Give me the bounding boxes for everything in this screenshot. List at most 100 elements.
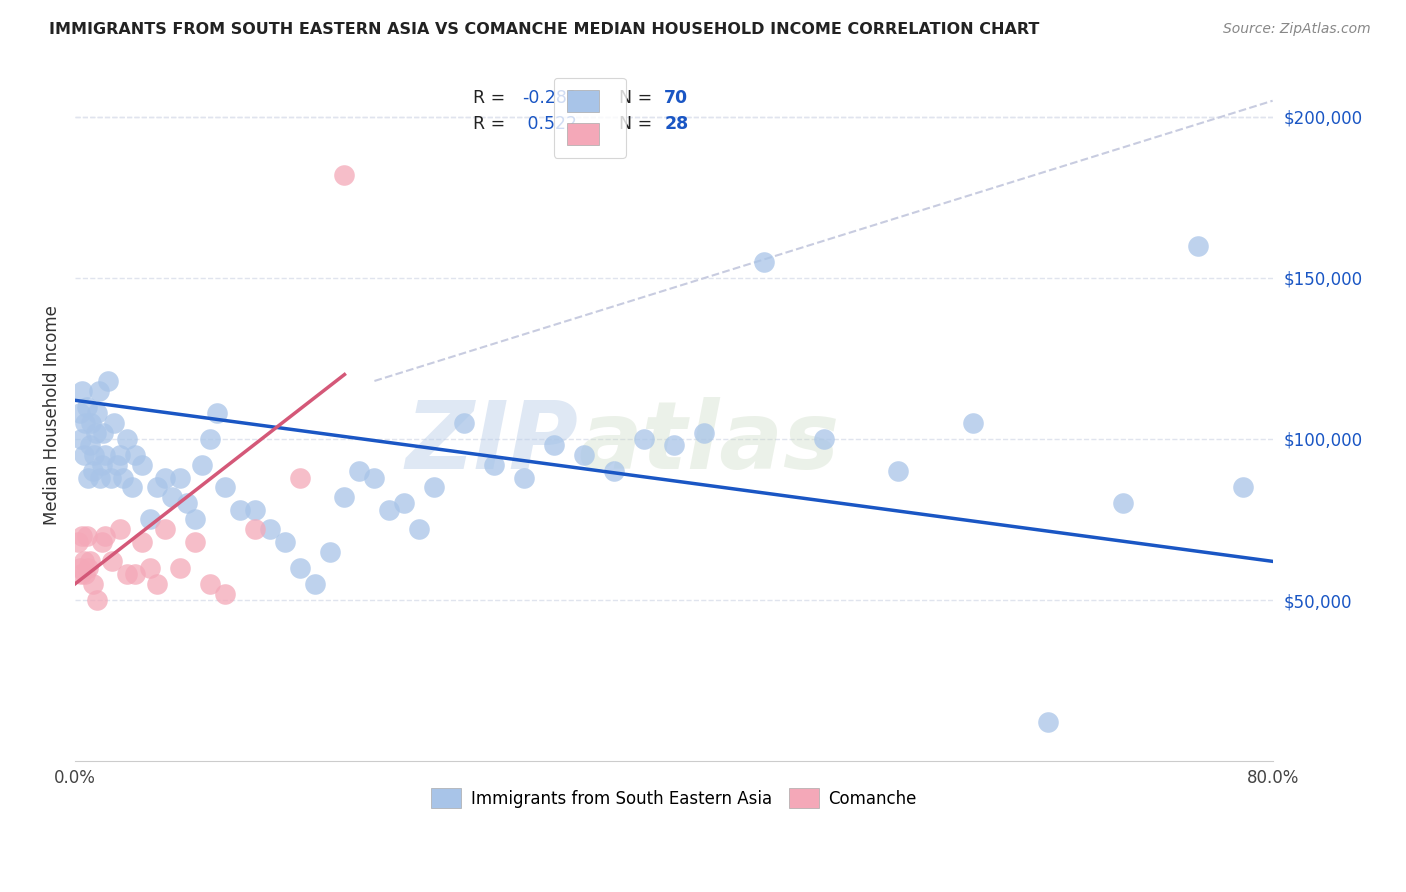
Point [73,448,96,462]
Point [146,577,169,591]
Point [124,567,146,582]
Point [131,458,153,472]
Point [72,528,94,542]
Legend: Immigrants from South Eastern Asia, Comanche: Immigrants from South Eastern Asia, Coma… [425,781,924,815]
Point [79,438,101,452]
Point [962,416,984,430]
Point [146,480,169,494]
Point [191,458,214,472]
Point [86,593,108,607]
Point [288,561,311,575]
Point [304,577,326,591]
Point [394,496,416,510]
Point [77,470,100,484]
Point [75,567,97,582]
Point [153,470,176,484]
Point [121,480,143,494]
Point [70,567,93,582]
Text: Source: ZipAtlas.com: Source: ZipAtlas.com [1223,22,1371,37]
Text: ZIP: ZIP [405,397,578,489]
Point [124,448,146,462]
Point [378,503,401,517]
Text: 0.522: 0.522 [522,115,576,133]
Point [87,384,110,398]
Point [117,567,139,582]
Point [363,470,385,484]
Point [198,432,221,446]
Text: 28: 28 [664,115,689,133]
Point [243,503,266,517]
Point [139,561,162,575]
Point [117,432,139,446]
Point [108,448,131,462]
Point [70,432,93,446]
Point [513,470,536,484]
Point [259,522,281,536]
Point [482,458,505,472]
Point [97,374,120,388]
Point [453,416,475,430]
Point [66,535,89,549]
Point [82,464,104,478]
Point [80,416,103,430]
Point [131,535,153,549]
Point [243,522,266,536]
Point [91,458,114,472]
Point [543,438,565,452]
Point [207,406,229,420]
Text: -0.281: -0.281 [522,88,578,107]
Point [162,490,184,504]
Y-axis label: Median Household Income: Median Household Income [44,305,60,524]
Point [169,561,191,575]
Point [89,470,111,484]
Point [75,416,97,430]
Point [73,554,96,568]
Point [100,470,122,484]
Point [1112,496,1135,510]
Point [86,406,108,420]
Point [662,438,685,452]
Point [101,554,124,568]
Point [169,470,191,484]
Point [184,512,207,526]
Point [83,448,105,462]
Point [103,416,125,430]
Point [139,512,162,526]
Point [349,464,371,478]
Text: N =: N = [607,115,658,133]
Point [94,448,117,462]
Point [572,448,595,462]
Text: atlas: atlas [578,397,839,489]
Point [813,432,835,446]
Point [1036,715,1059,730]
Point [84,425,107,440]
Point [408,522,430,536]
Point [77,561,100,575]
Point [198,577,221,591]
Point [603,464,626,478]
Text: R =: R = [472,115,510,133]
Point [76,528,98,542]
Point [423,480,446,494]
Point [108,522,131,536]
Point [79,554,101,568]
Point [228,503,250,517]
Point [111,470,134,484]
Point [105,458,128,472]
Point [82,577,104,591]
Point [1187,238,1209,252]
Text: 70: 70 [664,88,689,107]
Point [214,480,236,494]
Point [333,168,356,182]
Point [176,496,198,510]
Text: IMMIGRANTS FROM SOUTH EASTERN ASIA VS COMANCHE MEDIAN HOUSEHOLD INCOME CORRELATI: IMMIGRANTS FROM SOUTH EASTERN ASIA VS CO… [49,22,1039,37]
Point [288,470,311,484]
Point [752,254,775,268]
Point [69,561,91,575]
Point [333,490,356,504]
Point [887,464,910,478]
Text: N =: N = [607,88,658,107]
Point [72,384,94,398]
Text: R =: R = [472,88,510,107]
Point [1232,480,1254,494]
